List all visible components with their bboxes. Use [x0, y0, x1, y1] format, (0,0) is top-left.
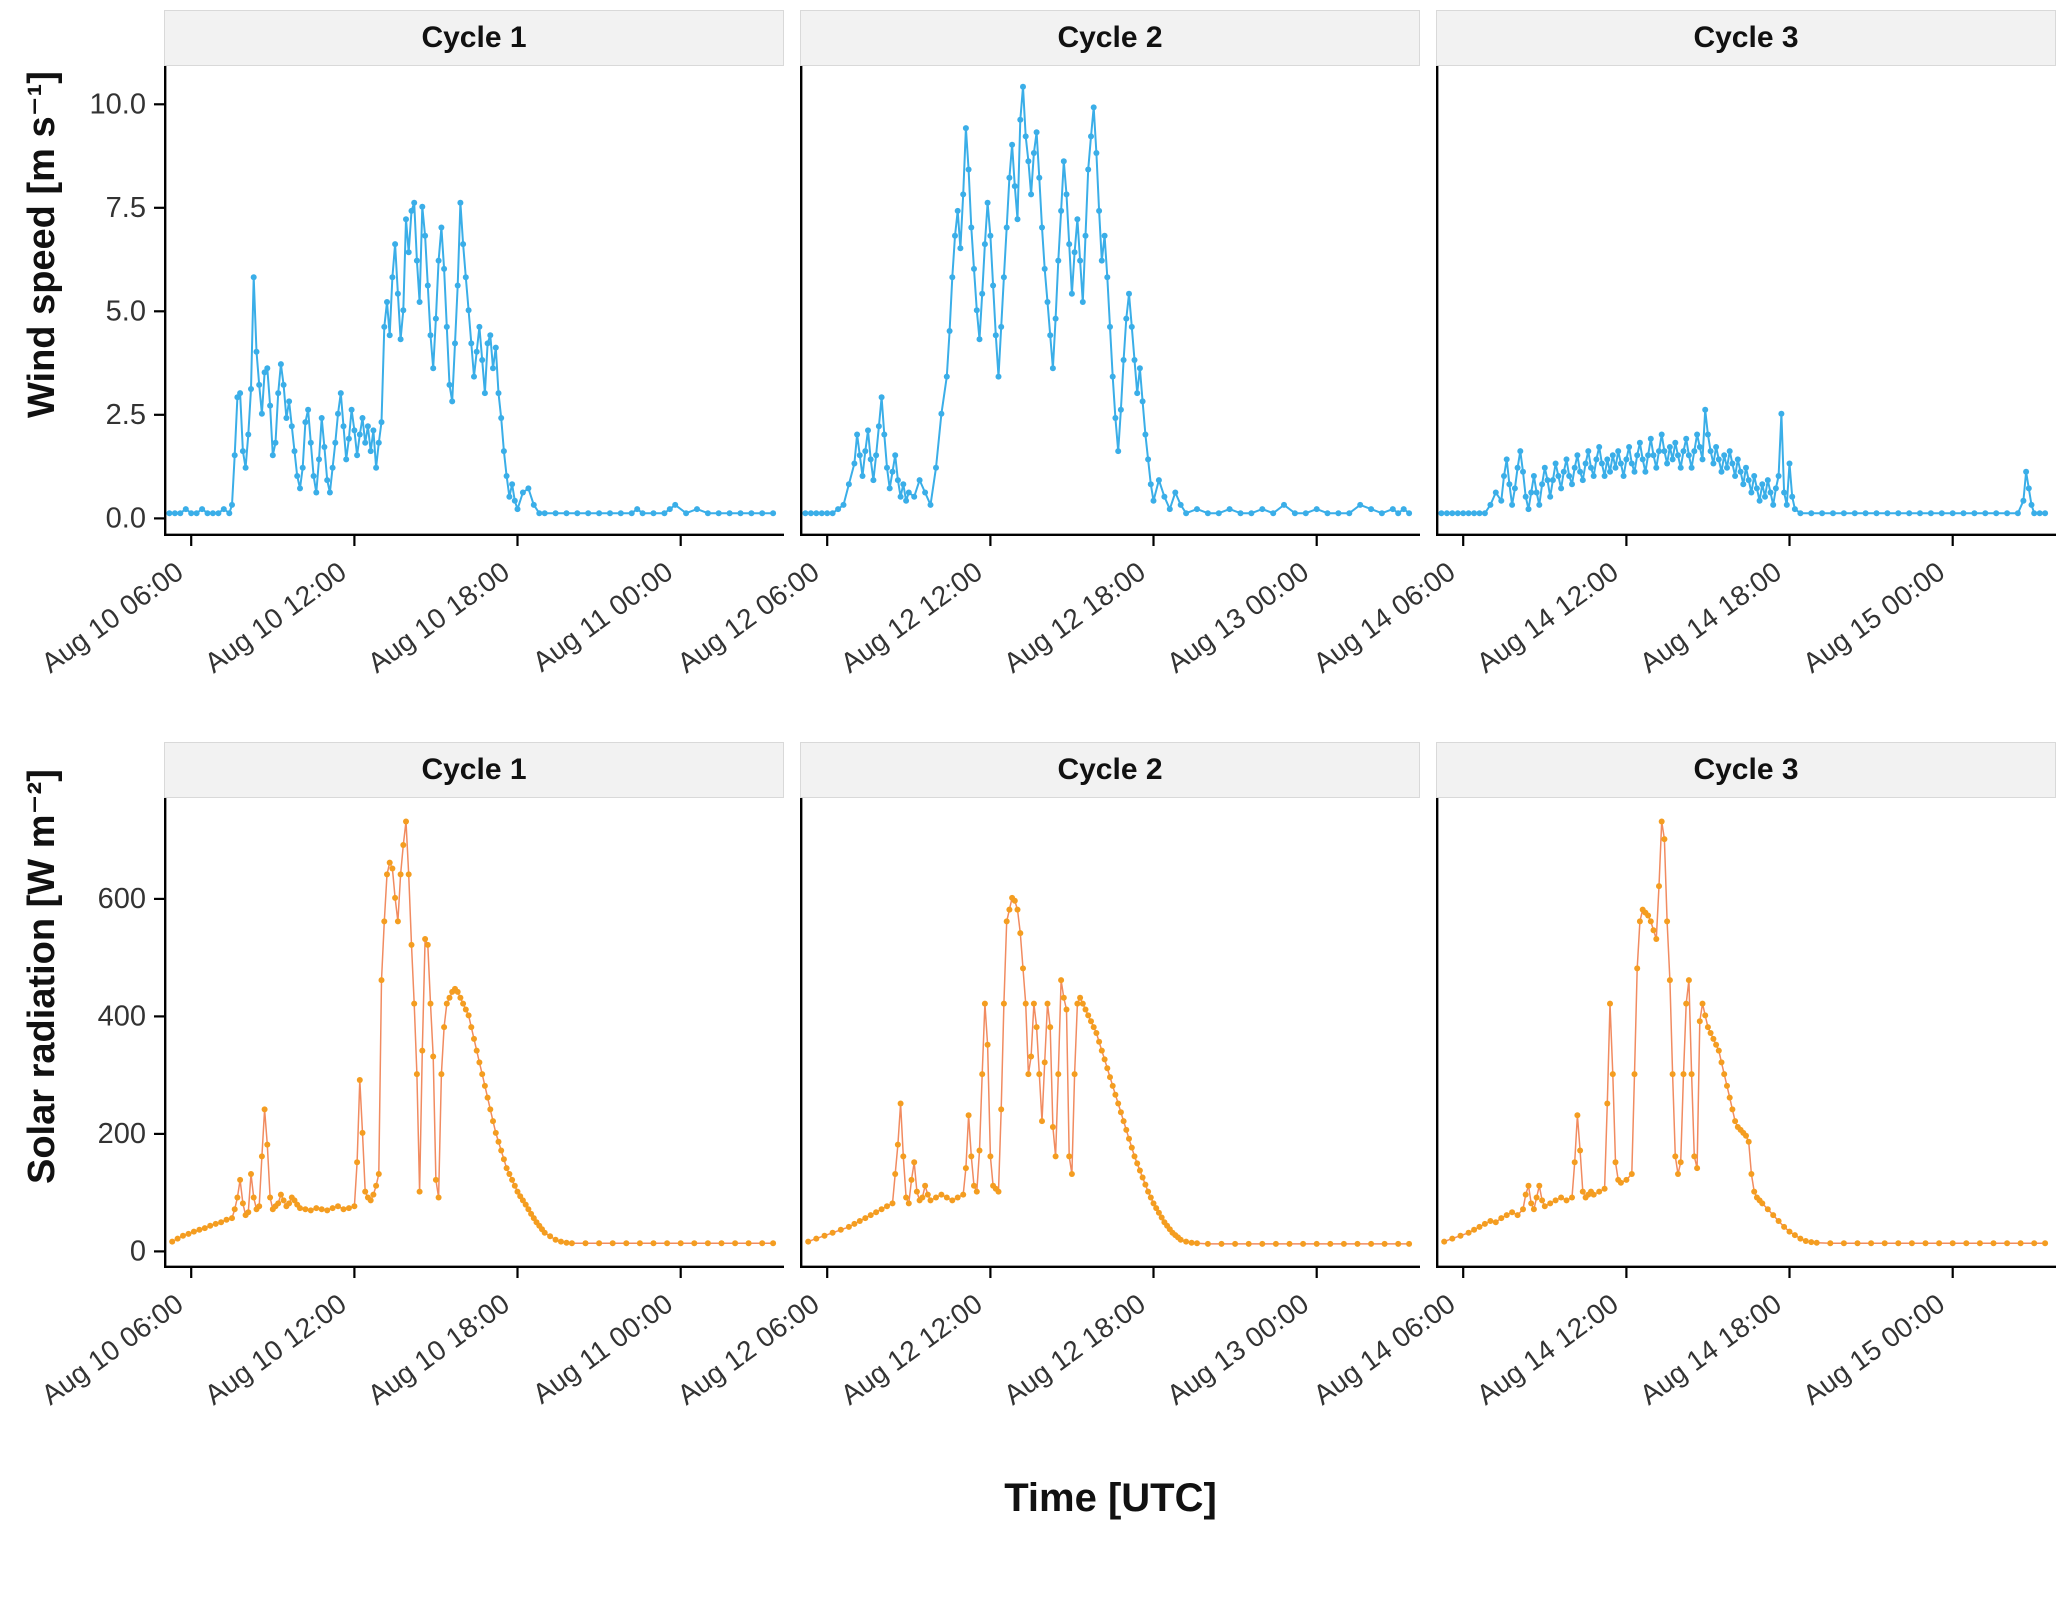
svg-text:Aug 14 12:00: Aug 14 12:00: [1471, 1288, 1624, 1411]
svg-text:Aug 11 00:00: Aug 11 00:00: [527, 1288, 678, 1410]
svg-text:600: 600: [98, 883, 146, 915]
svg-text:Aug 12 18:00: Aug 12 18:00: [998, 1288, 1151, 1411]
wind-y-axis-ticks: 0.0 2.5 5.0 7.5 10.0: [90, 88, 164, 534]
svg-text:0.0: 0.0: [106, 502, 146, 534]
svg-text:0: 0: [130, 1235, 146, 1267]
wind-speed-row: Wind speed [m s⁻¹] 0.0 2.5 5.0 7.5 10.0 Cycl…: [10, 10, 2057, 740]
panel-wind-cycle-3: Cycle 3 Aug 14 06:00 Aug 14 12:00 Aug 14 1…: [1308, 10, 2056, 740]
solar-y-axis-ticks: 0 200 400 600: [98, 883, 164, 1267]
wind-cycle-1-plot: [164, 66, 784, 536]
svg-text:Aug 12 12:00: Aug 12 12:00: [835, 1288, 988, 1411]
svg-text:Aug 12 12:00: Aug 12 12:00: [835, 556, 988, 679]
facet-strip-wind-cycle-2: Cycle 2: [800, 10, 1420, 66]
wind-cycle-3-x-axis: Aug 14 06:00 Aug 14 12:00 Aug 14 18:00 Aug …: [1308, 536, 1954, 679]
panel-wind-cycle-1: Cycle 1 Aug 10 06:00 Aug 10 12:00 Aug 10 1…: [36, 10, 784, 740]
facet-strip-label: Cycle 3: [1693, 21, 1799, 54]
solar-cycle-2-plot: [800, 798, 1420, 1268]
facet-strip-label: Cycle 1: [421, 753, 527, 786]
wind-y-axis-title: Wind speed [m s⁻¹]: [21, 71, 63, 419]
svg-text:Aug 11 00:00: Aug 11 00:00: [527, 556, 678, 678]
wind-cycle-1-x-axis: Aug 10 06:00 Aug 10 12:00 Aug 10 18:00 Aug …: [36, 536, 682, 679]
facet-strip-solar-cycle-3: Cycle 3: [1436, 742, 2056, 798]
svg-text:Aug 14 12:00: Aug 14 12:00: [1471, 556, 1624, 679]
svg-text:400: 400: [98, 1000, 146, 1032]
panel-wind-cycle-2: Cycle 2 Aug 12 06:00 Aug 12 12:00 Aug 12 1…: [672, 10, 1420, 740]
svg-text:10.0: 10.0: [90, 88, 146, 120]
svg-text:200: 200: [98, 1118, 146, 1150]
solar-y-axis-gutter: 0 200 400 600: [74, 742, 164, 1269]
wind-y-axis-gutter: 0.0 2.5 5.0 7.5 10.0: [74, 10, 164, 537]
wind-cycle-2-plot: [800, 66, 1420, 536]
svg-text:Aug 15 00:00: Aug 15 00:00: [1797, 556, 1950, 679]
svg-text:7.5: 7.5: [106, 192, 146, 224]
svg-text:Aug 10 06:00: Aug 10 06:00: [36, 1288, 189, 1411]
solar-y-axis-title: Solar radiation [W m⁻²]: [21, 769, 63, 1185]
solar-radiation-row: Solar radiation [W m⁻²] 0 200 400 600 Cycle…: [10, 742, 2057, 1472]
svg-text:Aug 10 12:00: Aug 10 12:00: [199, 556, 352, 679]
svg-text:Aug 13 00:00: Aug 13 00:00: [1161, 556, 1314, 679]
svg-text:Aug 10 12:00: Aug 10 12:00: [199, 1288, 352, 1411]
facet-strip-wind-cycle-1: Cycle 1: [164, 10, 784, 66]
svg-text:Aug 13 00:00: Aug 13 00:00: [1161, 1288, 1314, 1411]
svg-text:Aug 15 00:00: Aug 15 00:00: [1797, 1288, 1950, 1411]
svg-text:2.5: 2.5: [106, 399, 146, 431]
facet-strip-label: Cycle 2: [1057, 21, 1163, 54]
svg-text:5.0: 5.0: [106, 295, 146, 327]
x-axis-title: Time [UTC]: [1004, 1476, 1217, 1520]
panel-solar-cycle-2: Cycle 2 Aug 12 06:00 Aug 12 12:00 Aug 12 1…: [672, 742, 1420, 1472]
solar-cycle-1-plot: [164, 798, 784, 1268]
facet-strip-solar-cycle-2: Cycle 2: [800, 742, 1420, 798]
svg-text:Aug 12 18:00: Aug 12 18:00: [998, 556, 1151, 679]
facet-strip-label: Cycle 1: [421, 21, 527, 54]
solar-cycle-1-x-axis: Aug 10 06:00 Aug 10 12:00 Aug 10 18:00 Aug …: [36, 1268, 682, 1411]
svg-text:Aug 14 18:00: Aug 14 18:00: [1634, 1288, 1787, 1411]
svg-text:Aug 14 18:00: Aug 14 18:00: [1634, 556, 1787, 679]
svg-text:Aug 10 18:00: Aug 10 18:00: [362, 556, 515, 679]
svg-text:Aug 10 18:00: Aug 10 18:00: [362, 1288, 515, 1411]
wind-cycle-3-plot: [1436, 66, 2056, 536]
svg-text:Aug 10 06:00: Aug 10 06:00: [36, 556, 189, 679]
solar-cycle-2-x-axis: Aug 12 06:00 Aug 12 12:00 Aug 12 18:00 Aug …: [672, 1268, 1318, 1411]
facet-strip-label: Cycle 2: [1057, 753, 1163, 786]
solar-cycle-3-plot: [1436, 798, 2056, 1268]
wind-cycle-2-x-axis: Aug 12 06:00 Aug 12 12:00 Aug 12 18:00 Aug …: [672, 536, 1318, 679]
panel-solar-cycle-3: Cycle 3 Aug 14 06:00 Aug 14 12:00 Aug 14 1…: [1308, 742, 2056, 1472]
facet-strip-wind-cycle-3: Cycle 3: [1436, 10, 2056, 66]
solar-cycle-3-x-axis: Aug 14 06:00 Aug 14 12:00 Aug 14 18:00 Aug …: [1308, 1268, 1954, 1411]
panel-solar-cycle-1: Cycle 1 Aug 10 06:00 Aug 10 12:00 Aug 10 1…: [36, 742, 784, 1472]
facet-strip-solar-cycle-1: Cycle 1: [164, 742, 784, 798]
facet-strip-label: Cycle 3: [1693, 753, 1799, 786]
